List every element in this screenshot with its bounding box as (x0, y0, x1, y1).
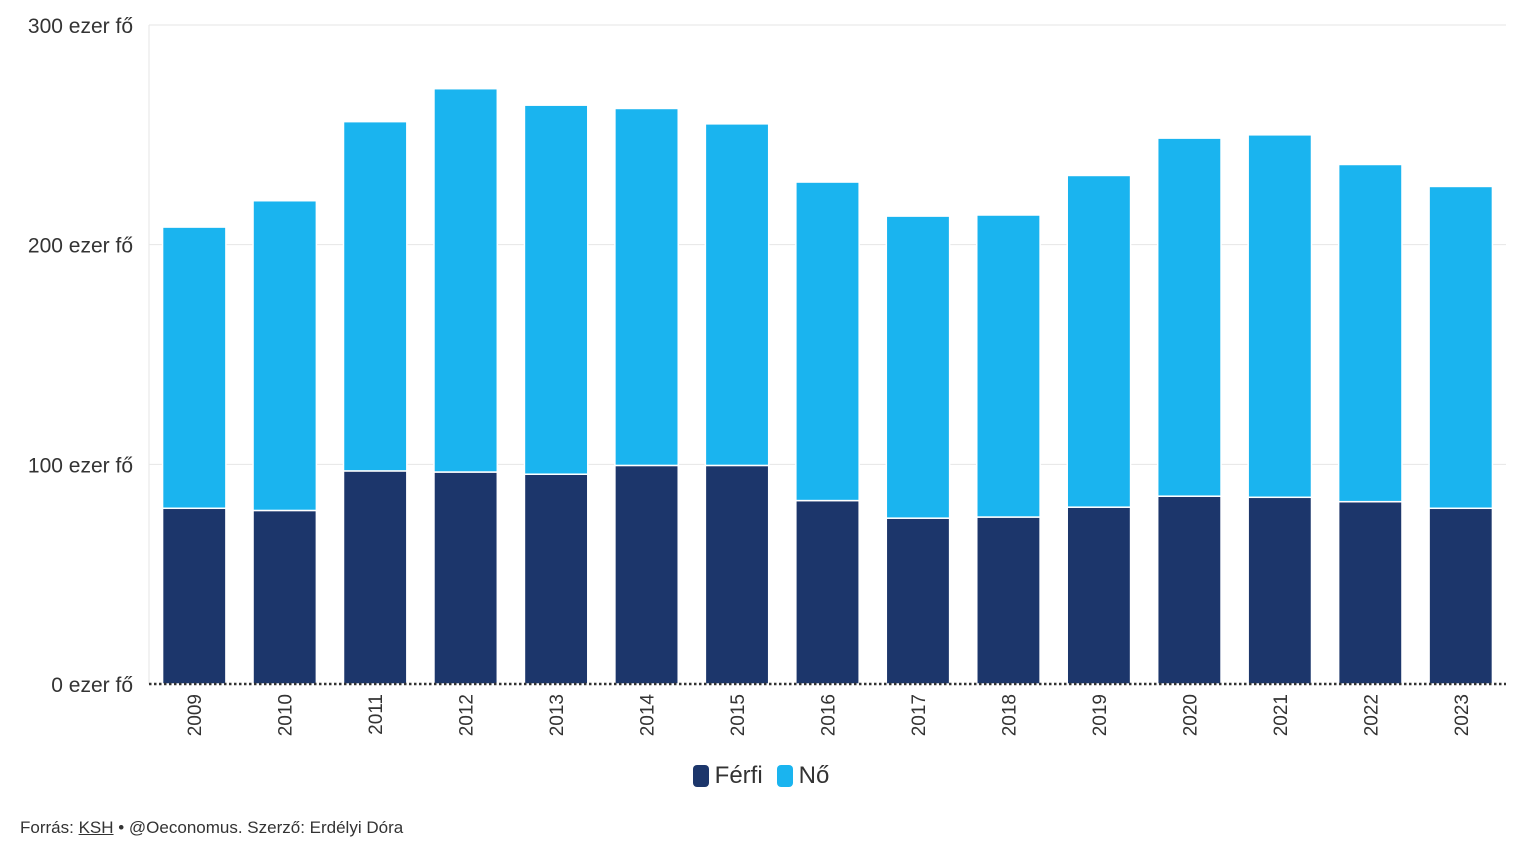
x-tick-label: 2017 (909, 694, 930, 736)
source-footer: Forrás: KSH • @Oeconomus. Szerző: Erdély… (20, 818, 403, 838)
bar-ferfi-2012[interactable] (433, 471, 499, 685)
x-tick-label: 2020 (1180, 694, 1201, 736)
bar-ferfi-2009[interactable] (161, 507, 227, 685)
bar-no-2012[interactable] (433, 87, 499, 473)
legend-item-ferfi[interactable]: Férfi (692, 762, 763, 790)
bar-no-2018[interactable] (976, 214, 1041, 518)
legend-swatch-no (776, 765, 793, 787)
bar-no-2021[interactable] (1247, 134, 1313, 499)
x-tick-label: 2012 (457, 694, 478, 736)
y-tick-label: 200 ezer fő (28, 235, 133, 258)
bar-ferfi-2010[interactable] (252, 509, 318, 685)
x-tick-label: 2009 (185, 694, 206, 736)
stacked-bar-chart: 0 ezer fő 100 ezer fő 200 ezer fő 300 ezer … (28, 15, 1506, 737)
bar-ferfi-2018[interactable] (976, 516, 1041, 685)
bar-ferfi-2022[interactable] (1337, 500, 1403, 685)
bar-no-2009[interactable] (161, 226, 227, 510)
x-tick-label: 2023 (1452, 694, 1473, 736)
bar-no-2015[interactable] (704, 123, 770, 467)
bar-ferfi-2017[interactable] (885, 517, 951, 685)
legend-label-no: Nő (798, 762, 830, 789)
bar-ferfi-2019[interactable] (1066, 506, 1132, 685)
x-tick-label: 2022 (1361, 694, 1382, 736)
bars (161, 87, 1494, 685)
footer-prefix: Forrás: (20, 818, 79, 837)
bar-no-2016[interactable] (795, 181, 860, 502)
bar-ferfi-2020[interactable] (1156, 495, 1222, 685)
bar-no-2020[interactable] (1156, 137, 1222, 497)
x-tick-label: 2018 (999, 694, 1020, 736)
legend: Férfi Nő (0, 762, 1522, 790)
x-axis: 2009 2010 2011 2012 2013 2014 2015 2016 2017 2018… (149, 682, 1506, 737)
x-tick-label: 2011 (366, 694, 387, 735)
bar-ferfi-2016[interactable] (795, 499, 860, 685)
x-tick-label: 2010 (276, 694, 297, 736)
y-tick-label: 300 ezer fő (28, 15, 133, 38)
x-tick-label: 2021 (1271, 694, 1292, 736)
legend-item-no[interactable]: Nő (776, 762, 830, 790)
bar-ferfi-2011[interactable] (342, 470, 408, 685)
bar-ferfi-2021[interactable] (1247, 496, 1313, 685)
legend-label-ferfi: Férfi (714, 762, 763, 789)
bar-ferfi-2023[interactable] (1428, 507, 1494, 685)
bar-no-2014[interactable] (614, 107, 679, 467)
x-tick-label: 2015 (728, 694, 749, 736)
legend-swatch-ferfi (692, 765, 709, 787)
y-axis: 0 ezer fő 100 ezer fő 200 ezer fő 300 ezer … (28, 15, 133, 697)
y-tick-label: 100 ezer fő (28, 454, 133, 477)
x-tick-label: 2016 (819, 694, 840, 736)
bar-no-2023[interactable] (1428, 185, 1494, 510)
bar-no-2019[interactable] (1066, 174, 1132, 508)
footer-suffix: • @Oeconomus. Szerző: Erdélyi Dóra (113, 818, 404, 837)
x-tick-label: 2014 (638, 694, 659, 737)
source-link[interactable]: KSH (78, 818, 114, 837)
bar-ferfi-2013[interactable] (523, 473, 589, 685)
bar-no-2022[interactable] (1337, 163, 1403, 503)
bar-no-2017[interactable] (885, 215, 951, 519)
bar-ferfi-2015[interactable] (704, 464, 770, 685)
x-tick-label: 2013 (547, 694, 568, 736)
bar-no-2011[interactable] (342, 120, 408, 472)
y-tick-label: 0 ezer fő (51, 674, 133, 697)
bar-no-2010[interactable] (252, 199, 318, 512)
x-tick-label: 2019 (1090, 694, 1111, 736)
bar-no-2013[interactable] (523, 104, 589, 475)
bar-ferfi-2014[interactable] (614, 464, 679, 685)
